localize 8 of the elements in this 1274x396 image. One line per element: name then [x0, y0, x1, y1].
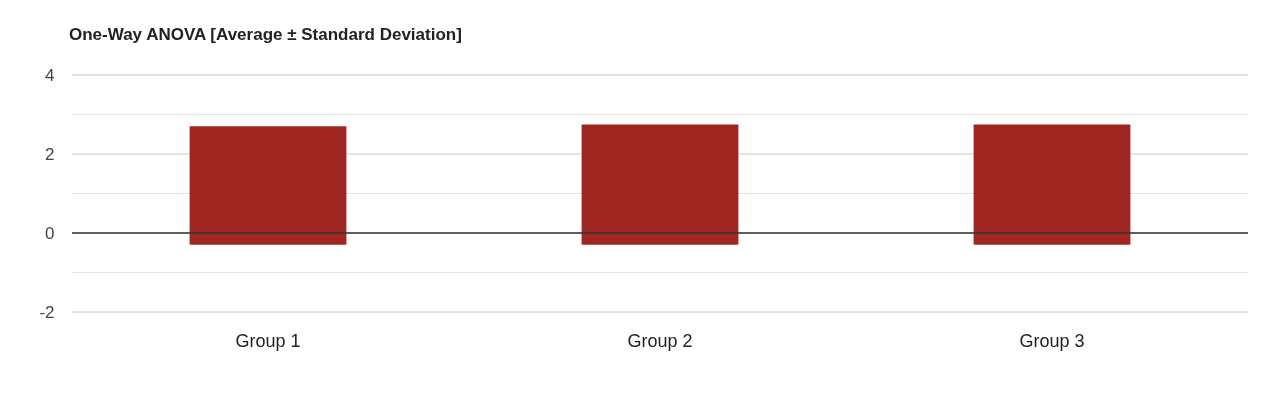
- x-tick-label: Group 1: [235, 330, 301, 351]
- x-tick-label: Group 2: [627, 330, 693, 351]
- y-tick-label: 4: [45, 65, 55, 85]
- y-tick-label: 0: [45, 223, 55, 243]
- y-tick-label: -2: [39, 302, 55, 322]
- chart-title: One-Way ANOVA [Average ± Standard Deviation]: [69, 25, 462, 44]
- y-tick-label: 2: [45, 144, 55, 164]
- x-tick-label: Group 3: [1019, 330, 1085, 351]
